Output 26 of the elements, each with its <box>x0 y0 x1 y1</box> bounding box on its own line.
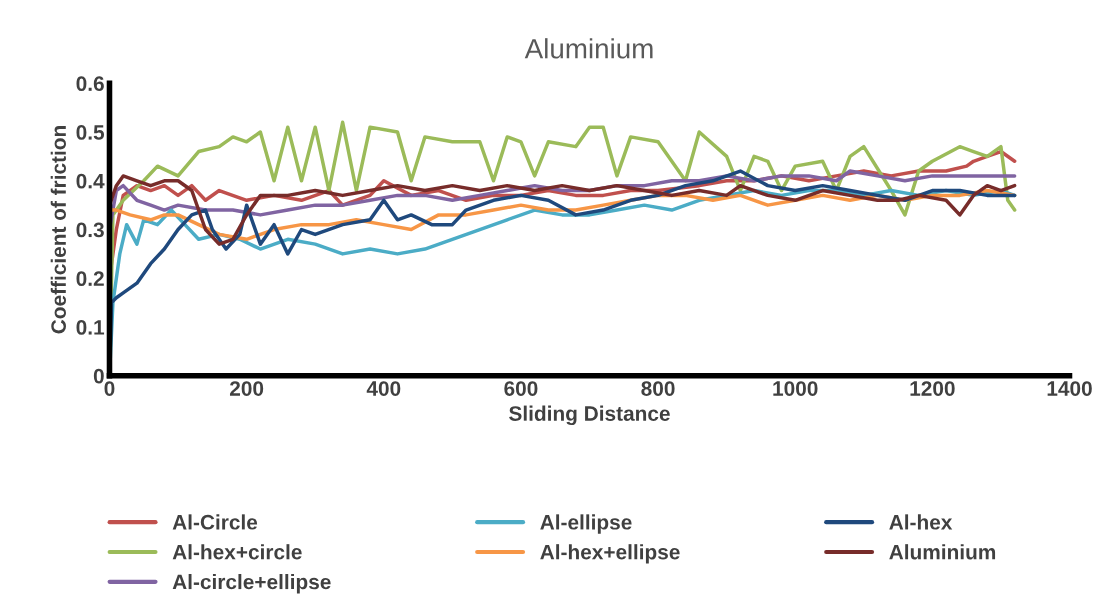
chart-title: Aluminium <box>524 38 653 59</box>
y-tick-label: 0.4 <box>76 173 105 189</box>
legend-label: Al-hex+circle <box>172 544 302 560</box>
y-tick-label: 0.1 <box>76 320 105 335</box>
y-tick-label: 0.5 <box>76 125 105 140</box>
x-tick-label: 400 <box>366 381 401 396</box>
x-tick-label: 1200 <box>910 381 955 396</box>
x-tick-label: 200 <box>229 381 264 396</box>
y-tick-label: 0.2 <box>76 271 104 287</box>
y-tick-label: 0.3 <box>76 222 104 238</box>
line-series <box>109 174 1017 246</box>
legend-label: Aluminium <box>889 544 996 560</box>
y-axis-title: Coefficient of friction <box>50 126 66 334</box>
legend-label: Al-Circle <box>172 514 258 530</box>
y-tick-label: 0.6 <box>76 76 104 92</box>
legend-label: Al-circle+ellipse <box>172 574 331 594</box>
x-tick-label: 800 <box>641 381 675 396</box>
legend-label: Al-ellipse <box>540 514 632 534</box>
x-tick-label: 0 <box>104 381 115 396</box>
legend-label: Al-hex <box>889 514 953 530</box>
x-tick-label: 1400 <box>1047 381 1092 396</box>
legend-label: Al-hex+ellipse <box>540 544 680 564</box>
x-tick-label: 600 <box>504 381 538 396</box>
x-axis-title: Sliding Distance <box>509 405 670 426</box>
x-tick-label: 1000 <box>773 381 818 396</box>
y-tick-label: 0 <box>93 368 104 384</box>
